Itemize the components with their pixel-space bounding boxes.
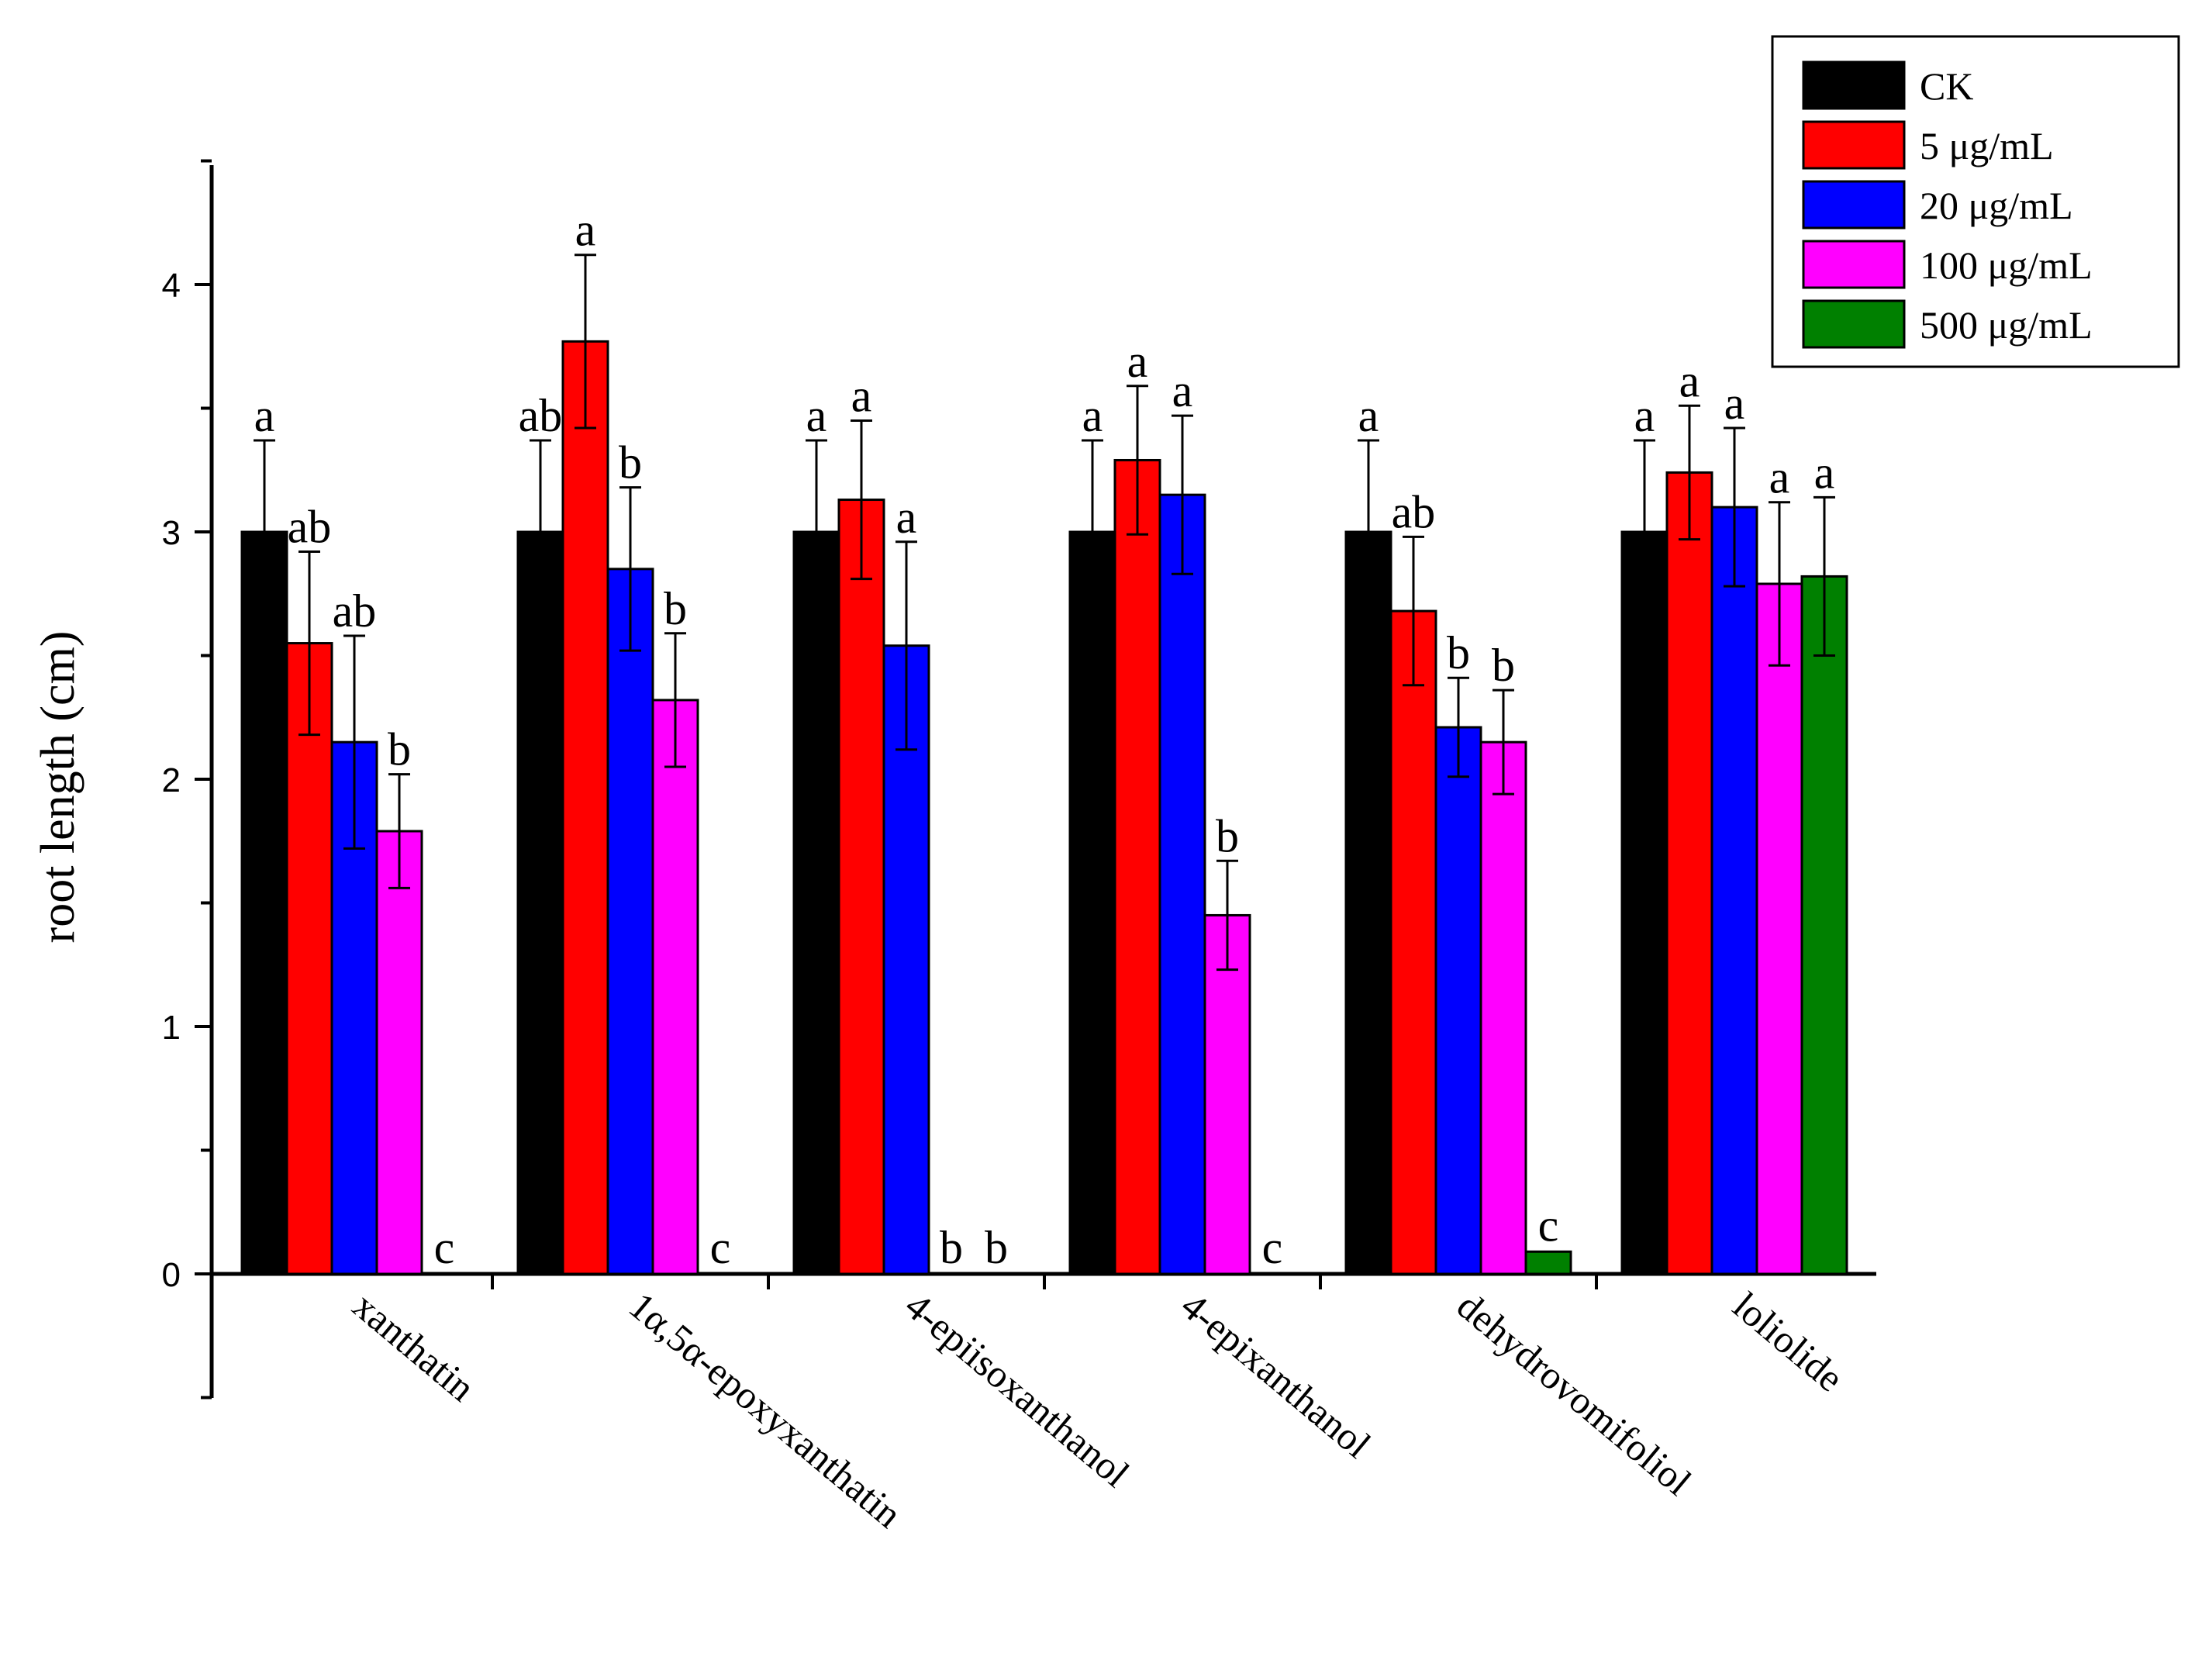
bar (1434, 726, 1482, 1275)
category-label: 4-epiisoxanthanol (897, 1284, 1137, 1496)
significance-label: b (619, 437, 642, 488)
significance-label: a (806, 390, 827, 441)
legend-label: 500 μg/mL (1920, 303, 2093, 347)
category-labels-group: xanthatin 1α,5α-epoxyxanthatin4-epiisoxan… (345, 1284, 1852, 1537)
significance-label: c (710, 1222, 731, 1273)
legend-swatch (1802, 180, 1906, 230)
legend-swatch (1802, 240, 1906, 289)
significance-label: a (1082, 390, 1103, 441)
significance-label: b (1492, 640, 1515, 691)
significance-label: c (434, 1222, 455, 1273)
bar (1710, 506, 1758, 1275)
bar (561, 340, 609, 1275)
y-tick-label: 2 (162, 761, 181, 799)
significance-label: a (1679, 355, 1700, 406)
y-tick-label: 3 (162, 514, 181, 552)
legend: CK 5 μg/mL 20 μg/mL 100 μg/mL 500 μg/mL (1771, 35, 2180, 368)
significance-label: a (1814, 447, 1835, 498)
significance-label: c (1262, 1222, 1283, 1273)
significance-label: b (940, 1222, 963, 1273)
bar (1203, 913, 1251, 1275)
significance-label: a (896, 492, 917, 543)
category-label: 4-epixanthanol (1173, 1284, 1379, 1467)
significance-label: a (1769, 452, 1790, 503)
significance-label: a (1634, 390, 1655, 441)
significance-label: c (1538, 1199, 1559, 1251)
ticks-group: 0 1 2 3 4 (162, 159, 1598, 1400)
bar (837, 499, 885, 1275)
significance-label: a (1127, 336, 1148, 387)
bar (792, 530, 840, 1275)
significance-label: ab (333, 585, 377, 637)
significance-label: b (1447, 627, 1470, 678)
bar (1620, 530, 1668, 1275)
bar (606, 568, 654, 1275)
bar (1389, 609, 1437, 1275)
legend-label: 100 μg/mL (1920, 243, 2093, 287)
bar (285, 642, 333, 1275)
bar (651, 699, 699, 1275)
category-label: loliolide (1725, 1284, 1852, 1400)
bar (1113, 458, 1161, 1275)
significance-label: a (1172, 365, 1193, 416)
significance-label: a (575, 205, 596, 256)
category-label: 1α,5α-epoxyxanthatin (621, 1284, 910, 1537)
legend-swatch (1802, 60, 1906, 110)
category-label: xanthatin (345, 1284, 484, 1410)
significance-label: ab (1392, 486, 1436, 537)
category-label: dehydrovomifoliol (1449, 1284, 1700, 1504)
bar (1800, 575, 1848, 1275)
significance-label: b (985, 1222, 1008, 1273)
legend-label: CK (1920, 64, 1973, 108)
y-tick-label: 4 (162, 267, 181, 305)
legend-label: 5 μg/mL (1920, 124, 2054, 167)
y-tick-label: 1 (162, 1009, 181, 1047)
bar (1524, 1250, 1572, 1275)
y-tick-label: 0 (162, 1256, 181, 1294)
significance-label: a (1358, 390, 1379, 441)
legend-swatch (1802, 120, 1906, 170)
significance-label: a (851, 370, 872, 421)
bar (1665, 471, 1713, 1275)
bar (516, 530, 564, 1275)
significance-label: a (1724, 378, 1745, 429)
error-bars-group (254, 254, 1835, 972)
bar (375, 830, 423, 1275)
bar (1344, 530, 1392, 1275)
significance-label: b (664, 583, 687, 634)
significance-label: b (388, 724, 411, 775)
y-axis-label: root length (cm) (32, 631, 85, 944)
bar (1479, 740, 1527, 1275)
legend-label: 20 μg/mL (1920, 184, 2073, 227)
significance-label: a (254, 390, 275, 441)
significance-label: ab (288, 502, 332, 553)
bar (1068, 530, 1116, 1275)
legend-swatch (1802, 299, 1906, 349)
bar (240, 530, 288, 1275)
bar (1755, 582, 1803, 1275)
significance-label: b (1216, 810, 1239, 861)
bar (1158, 493, 1206, 1275)
bars-group (240, 340, 1848, 1275)
significance-label: ab (519, 390, 563, 441)
